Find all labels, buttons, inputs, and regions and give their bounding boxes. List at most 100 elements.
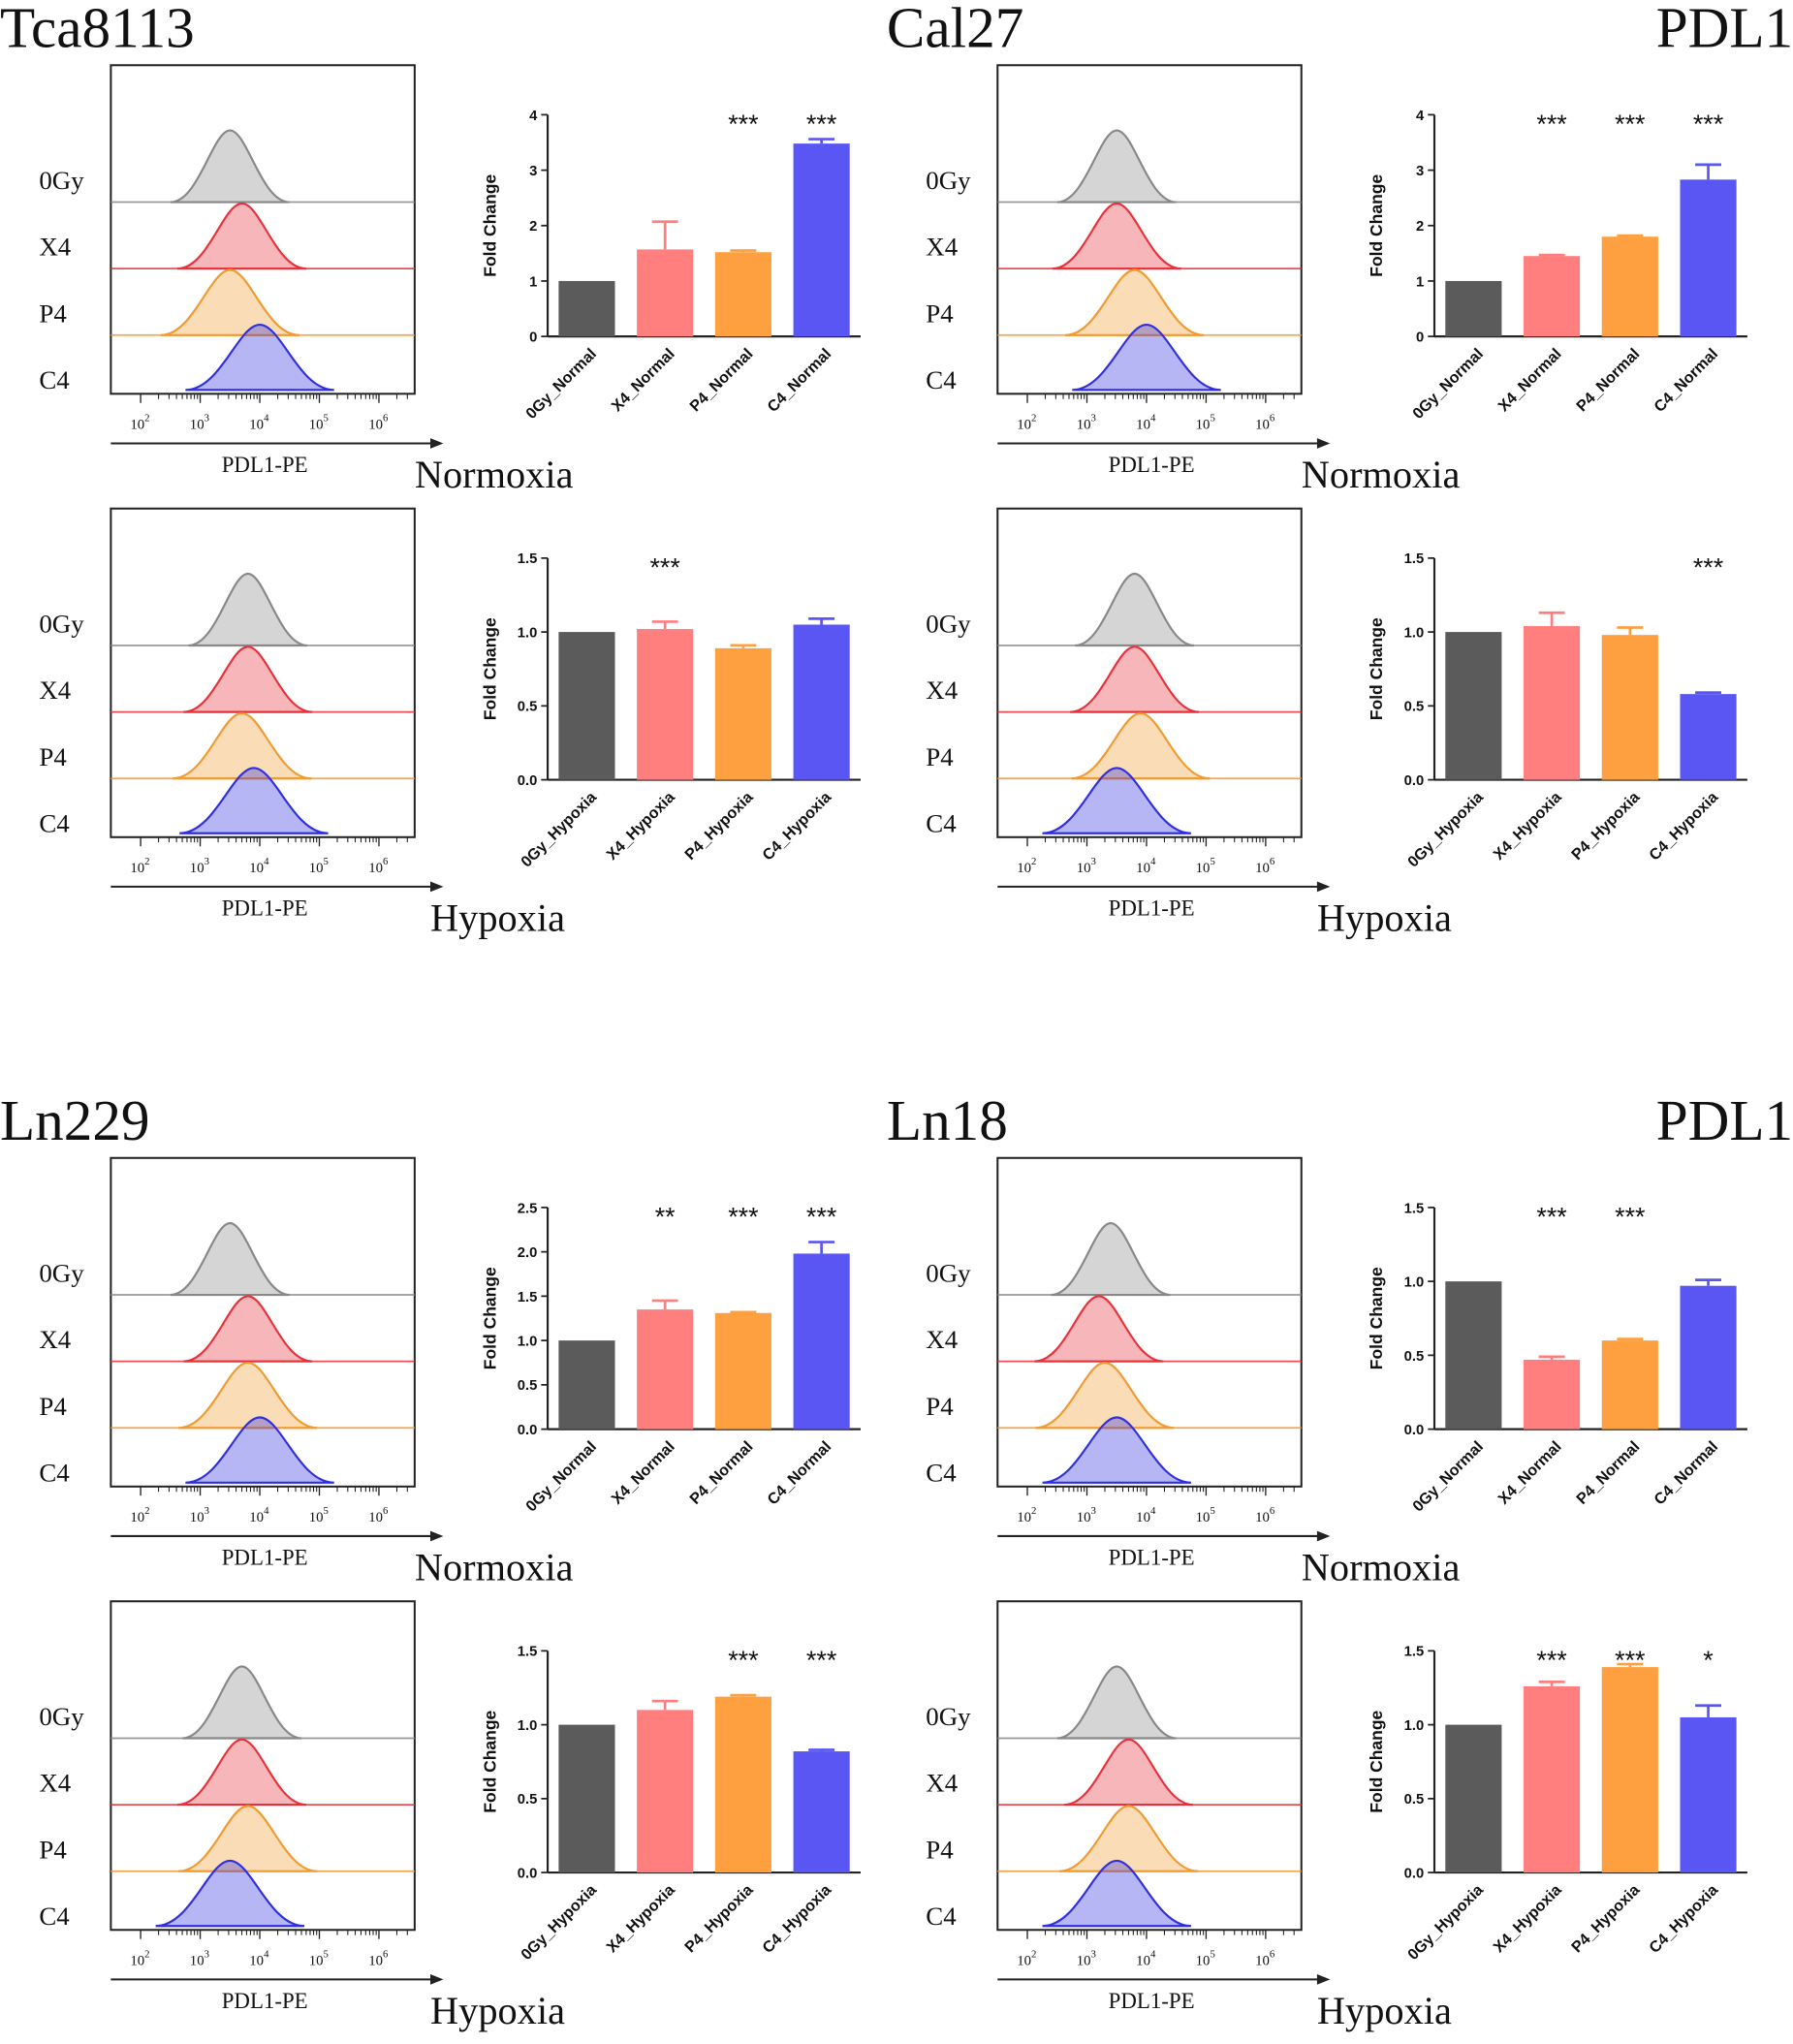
x-category-label: C4_Hypoxia <box>759 1880 835 1957</box>
significance-mark: *** <box>1693 553 1724 582</box>
significance-mark: *** <box>806 1203 837 1232</box>
histogram-peak-p4 <box>160 268 299 336</box>
histogram-frame <box>110 1156 416 1488</box>
y-tick-label: 0.5 <box>1404 1792 1425 1808</box>
marker-title: PDL1 <box>1656 1088 1793 1152</box>
x-tick-label: 106 <box>1255 1505 1275 1525</box>
x-tick-label: 103 <box>1077 1949 1096 1969</box>
bar-c4 <box>1680 1285 1737 1430</box>
bar-0gy <box>1445 1724 1502 1873</box>
x-tick-exponent: 6 <box>383 856 389 867</box>
x-tick-exponent: 2 <box>1031 413 1036 425</box>
row-label-p4: P4 <box>926 1835 954 1864</box>
y-tick-label: 1.0 <box>1404 1718 1425 1734</box>
x-tick-label: 102 <box>1017 856 1036 876</box>
x-tick-label: 102 <box>1017 1949 1036 1969</box>
y-tick-label: 2.0 <box>518 1245 538 1261</box>
x-category-label: 0Gy_Hypoxia <box>1404 1880 1488 1964</box>
hypoxia-panel: 0Gy X4 P4 C4 102 103 104 105 106 PDL1-PE Hypoxia 0.… <box>39 507 862 940</box>
significance-mark: *** <box>649 553 680 582</box>
normoxia-panel: 0Gy X4 P4 C4 102 103 104 105 106 PDL1-PE Normoxia 0… <box>926 1156 1747 1589</box>
x-tick-label: 104 <box>249 1505 269 1525</box>
x-tick-label: 106 <box>368 856 389 876</box>
condition-label: Hypoxia <box>430 896 565 940</box>
x-tick-exponent: 4 <box>1150 1949 1156 1961</box>
histogram-peak-c4 <box>1042 767 1191 834</box>
cell-line-title: Ln229 <box>0 1088 150 1152</box>
x-tick-exponent: 5 <box>1210 1949 1214 1961</box>
row-label-0gy: 0Gy <box>926 610 971 639</box>
x-tick-label: 102 <box>1017 1505 1036 1525</box>
x-category-label: P4_Normal <box>686 1438 756 1508</box>
bar-x4 <box>1524 1359 1581 1430</box>
row-label-c4: C4 <box>926 808 957 837</box>
x-tick-label: 106 <box>1255 856 1275 876</box>
histogram-peak-0gy <box>1075 572 1195 647</box>
row-label-c4: C4 <box>926 1458 957 1487</box>
x-tick-exponent: 5 <box>324 413 329 425</box>
row-label-0gy: 0Gy <box>926 166 971 195</box>
y-axis-title: Fold Change <box>480 1267 499 1369</box>
y-tick-label: 4 <box>1416 109 1425 124</box>
histogram-peak-x4 <box>1034 1295 1164 1363</box>
x-tick-exponent: 3 <box>204 413 209 425</box>
y-tick-label: 0.0 <box>1404 1866 1425 1881</box>
histogram-peak-x4 <box>183 1295 313 1363</box>
histogram-frame <box>996 507 1303 838</box>
bar-c4 <box>793 143 850 337</box>
condition-label: Hypoxia <box>1317 896 1452 940</box>
histogram-peak-p4 <box>178 1361 318 1430</box>
x-tick-exponent: 4 <box>264 856 269 867</box>
bar-c4 <box>1680 694 1737 780</box>
significance-mark: *** <box>728 110 759 139</box>
bar-0gy <box>1445 1281 1502 1430</box>
row-label-c4: C4 <box>39 1902 70 1931</box>
x-category-label: 0Gy_Hypoxia <box>518 1880 601 1964</box>
x-tick-label: 102 <box>130 1949 149 1969</box>
x-category-label: X4_Normal <box>608 345 677 415</box>
significance-mark: *** <box>728 1646 759 1675</box>
x-category-label: C4_Normal <box>764 345 834 416</box>
x-tick-label: 105 <box>1196 1505 1215 1525</box>
x-tick-label: 104 <box>1136 1949 1156 1969</box>
y-axis-title: Fold Change <box>480 174 499 277</box>
bar-x4 <box>1524 625 1581 780</box>
bar-p4 <box>1601 635 1658 780</box>
row-label-p4: P4 <box>926 742 954 771</box>
significance-mark: *** <box>1536 1203 1567 1232</box>
x-tick-label: 105 <box>309 856 329 876</box>
x-axis-title: PDL1-PE <box>1109 896 1195 921</box>
x-category-label: X4_Hypoxia <box>1490 788 1565 864</box>
x-category-label: P4_Hypoxia <box>1568 1880 1644 1956</box>
bar-p4 <box>1601 1340 1658 1430</box>
x-tick-label: 105 <box>1196 413 1215 433</box>
x-tick-label: 104 <box>1136 1505 1156 1525</box>
x-category-label: C4_Hypoxia <box>759 788 835 865</box>
y-tick-label: 4 <box>529 109 538 124</box>
histogram-peak-p4 <box>1071 711 1211 780</box>
y-tick-label: 1.0 <box>518 625 538 641</box>
x-tick-label: 104 <box>249 1949 269 1969</box>
x-category-label: X4_Hypoxia <box>603 1880 678 1956</box>
histogram-frame <box>110 507 416 838</box>
y-tick-label: 1.5 <box>518 551 538 567</box>
bar-0gy <box>558 280 615 337</box>
x-category-label: P4_Normal <box>686 345 756 415</box>
y-tick-label: 0.0 <box>1404 773 1425 789</box>
x-axis-arrowhead <box>1316 1974 1331 1985</box>
x-tick-label: 106 <box>368 413 389 433</box>
y-tick-label: 2 <box>1416 219 1424 235</box>
x-axis-arrowhead <box>1316 438 1331 449</box>
row-label-x4: X4 <box>39 1325 71 1354</box>
x-category-label: C4_Normal <box>1651 1438 1721 1509</box>
y-tick-label: 1.5 <box>518 1290 538 1305</box>
x-tick-exponent: 6 <box>383 1949 389 1961</box>
y-tick-label: 0.0 <box>518 1866 538 1881</box>
x-tick-label: 104 <box>249 856 269 876</box>
x-axis-title: PDL1-PE <box>1109 1989 1195 2013</box>
row-label-p4: P4 <box>926 1392 954 1421</box>
histogram-peak-0gy <box>182 1665 302 1740</box>
x-axis-arrowhead <box>430 438 444 449</box>
